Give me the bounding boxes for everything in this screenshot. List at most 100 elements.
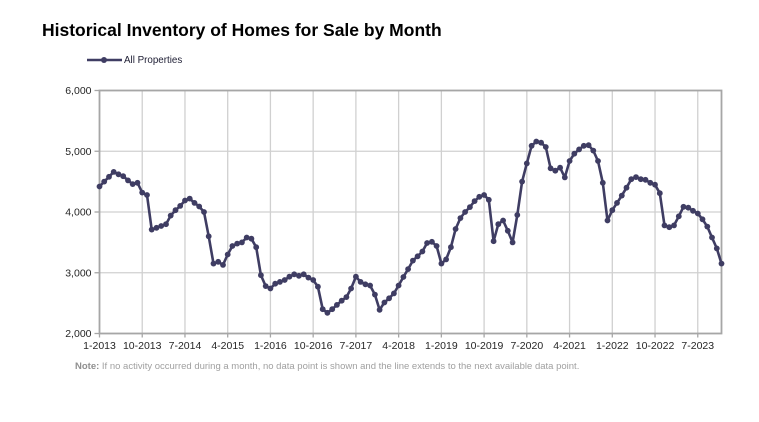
data-point-marker	[561, 174, 568, 181]
data-point-marker	[101, 178, 108, 185]
data-point-marker	[595, 158, 601, 164]
data-point-marker	[547, 165, 554, 172]
data-point-marker	[129, 181, 136, 188]
data-point-marker	[329, 306, 336, 313]
x-tick-label: 7-2023	[681, 340, 714, 352]
data-point-marker	[224, 251, 231, 258]
data-point-marker	[628, 176, 635, 183]
footnote-prefix: Note:	[75, 361, 100, 372]
data-point-marker	[182, 197, 188, 204]
data-point-marker	[467, 204, 473, 211]
data-point-marker	[637, 176, 644, 183]
data-point-marker	[433, 243, 440, 249]
data-point-marker	[281, 277, 288, 283]
data-point-marker	[163, 221, 169, 228]
data-point-marker	[391, 290, 397, 297]
data-point-marker	[334, 302, 340, 308]
data-point-marker	[694, 210, 701, 217]
data-point-marker	[552, 167, 559, 174]
data-point-marker	[557, 164, 563, 171]
data-point-marker	[167, 212, 174, 219]
data-point-marker	[172, 207, 179, 214]
data-point-marker	[675, 213, 682, 220]
data-point-marker	[186, 195, 193, 202]
x-tick-label: 4-2015	[211, 340, 244, 352]
data-point-marker	[419, 248, 426, 255]
data-point-marker	[633, 174, 639, 181]
data-point-marker	[125, 177, 131, 184]
x-tick-label: 4-2018	[382, 340, 415, 352]
data-point-marker	[528, 142, 535, 149]
data-point-marker	[115, 171, 122, 178]
data-point-marker	[618, 192, 625, 199]
data-point-marker	[262, 283, 269, 289]
data-point-marker	[604, 217, 611, 224]
data-point-marker	[296, 272, 302, 279]
data-point-marker	[239, 239, 245, 246]
data-point-marker	[305, 274, 312, 281]
data-point-marker	[481, 192, 487, 198]
data-point-marker	[457, 215, 464, 222]
data-point-marker	[519, 178, 525, 185]
x-tick-label: 1-2013	[83, 340, 116, 352]
data-point-marker	[106, 173, 112, 180]
data-point-marker	[210, 260, 217, 267]
data-point-marker	[443, 256, 449, 263]
data-point-marker	[471, 198, 478, 205]
data-point-marker	[514, 212, 521, 218]
x-tick-label: 1-2019	[425, 340, 458, 352]
data-point-marker	[158, 223, 165, 229]
data-point-marker	[623, 184, 630, 191]
y-tick-label: 2,000	[65, 328, 91, 340]
data-point-marker	[110, 169, 117, 175]
data-line	[98, 140, 723, 315]
data-point-marker	[476, 193, 483, 200]
data-point-marker	[272, 280, 279, 287]
data-point-marker	[590, 147, 597, 154]
data-point-marker	[429, 238, 435, 245]
data-point-marker	[566, 158, 573, 164]
data-point-marker	[357, 279, 364, 285]
data-point-marker	[291, 271, 298, 278]
data-point-marker	[310, 277, 317, 283]
data-point-marker	[243, 234, 250, 241]
data-point-marker	[386, 295, 392, 302]
data-point-marker	[196, 203, 203, 210]
data-point-marker	[680, 203, 687, 210]
legend: All Properties	[86, 53, 182, 67]
data-point-marker	[585, 142, 592, 149]
data-point-marker	[267, 285, 274, 292]
data-point-marker	[685, 204, 692, 211]
data-point-marker	[490, 238, 497, 245]
data-point-marker	[229, 243, 236, 249]
data-point-marker	[120, 173, 127, 180]
legend-label: All Properties	[124, 54, 183, 66]
plot-border	[98, 89, 723, 335]
data-point-marker	[381, 299, 388, 306]
data-point-marker	[523, 160, 530, 167]
data-point-marker	[509, 239, 516, 246]
data-point-marker	[134, 179, 141, 186]
y-tick-label: 4,000	[65, 207, 91, 219]
chart-title: Historical Inventory of Homes for Sale b…	[42, 20, 442, 40]
data-point-marker	[690, 207, 696, 214]
data-point-marker	[144, 192, 150, 198]
data-point-marker	[533, 138, 540, 145]
data-point-marker	[367, 282, 373, 289]
data-point-marker	[424, 240, 430, 246]
data-point-marker	[234, 240, 241, 247]
y-tick-label: 5,000	[65, 146, 91, 158]
data-point-marker	[414, 253, 421, 260]
data-point-marker	[343, 294, 350, 300]
data-point-marker	[713, 245, 720, 252]
data-point-marker	[500, 217, 506, 224]
data-point-marker	[571, 150, 578, 157]
data-point-marker	[580, 142, 587, 149]
data-point-marker	[538, 139, 544, 146]
data-point-marker	[319, 306, 326, 313]
data-point-marker	[395, 282, 402, 289]
x-tick-label: 4-2021	[553, 340, 586, 352]
data-point-marker	[376, 306, 383, 313]
x-tick-label: 10-2022	[636, 340, 675, 352]
data-point-marker	[504, 227, 511, 234]
